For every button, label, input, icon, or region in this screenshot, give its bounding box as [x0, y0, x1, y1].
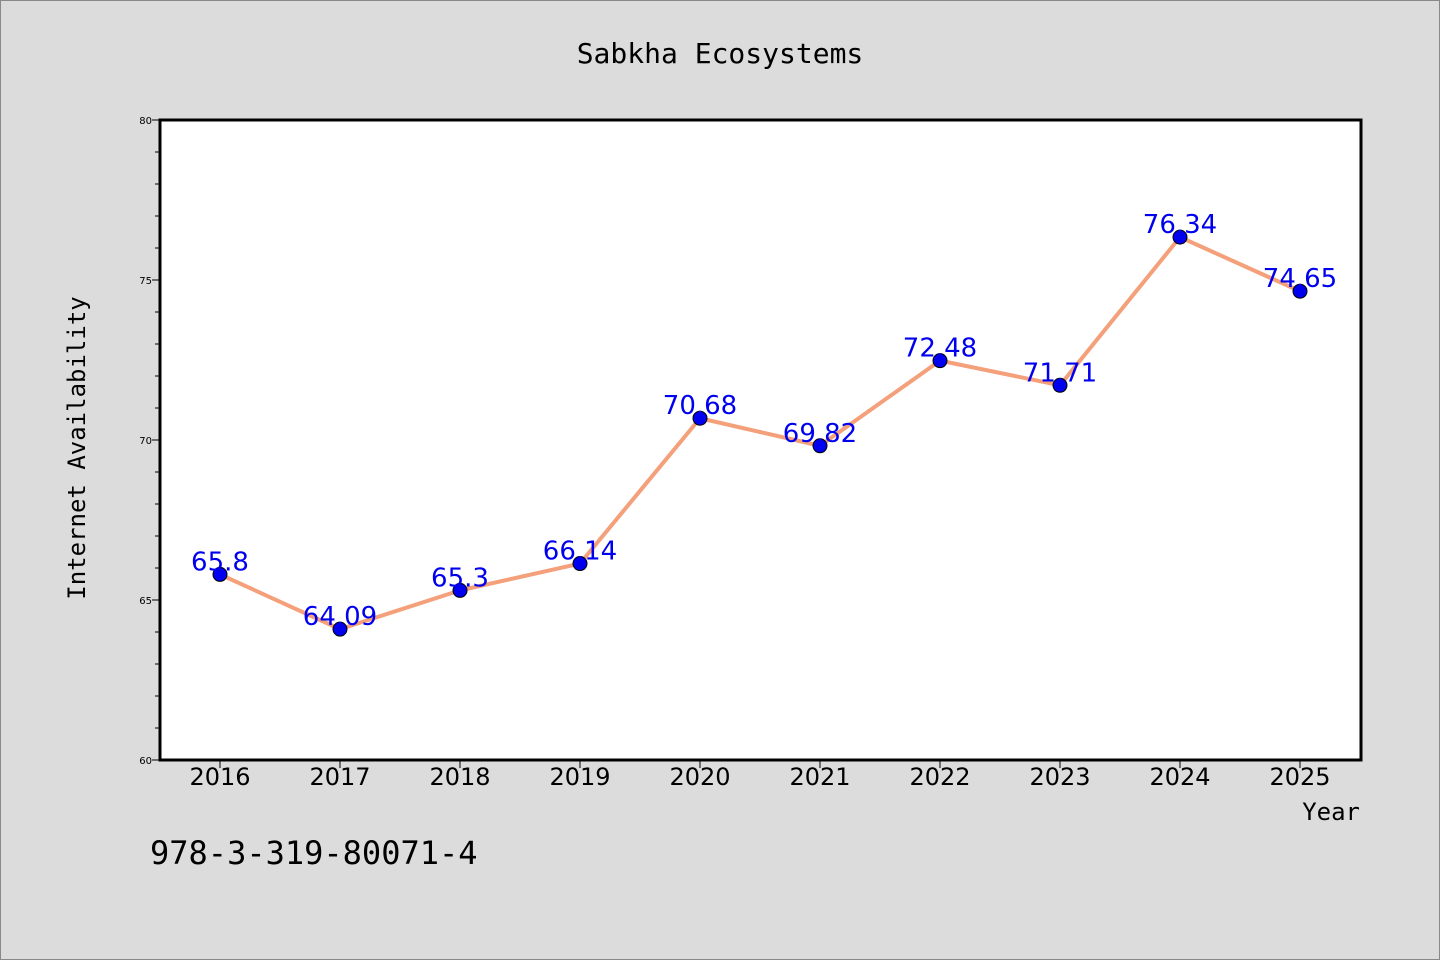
- data-point-marker: [452, 582, 468, 598]
- x-tick-label: 2025: [1269, 763, 1330, 791]
- data-point-marker: [812, 438, 828, 454]
- x-tick-label: 2020: [669, 763, 730, 791]
- series-line-group: 65.8 64.09 65.3 66.14 70.68 69.82 72.48 71.71 76…: [191, 210, 1337, 637]
- data-label: 74.65: [1263, 264, 1337, 294]
- data-label: 65.3: [431, 563, 489, 593]
- x-tick-label: 2016: [189, 763, 250, 791]
- data-point-marker: [932, 353, 948, 369]
- y-tick-label: 60: [139, 756, 152, 767]
- data-label: 64.09: [303, 602, 377, 632]
- x-tick-label: 2018: [429, 763, 490, 791]
- y-axis-label: Internet Availability: [63, 296, 91, 599]
- x-tick-label: 2023: [1029, 763, 1090, 791]
- x-tick-label: 2024: [1149, 763, 1210, 791]
- data-point-marker: [1292, 283, 1308, 299]
- data-label: 65.8: [191, 547, 249, 577]
- data-point-marker: [1172, 229, 1188, 245]
- plot-area: [158, 118, 1363, 762]
- data-point-marker: [212, 566, 228, 582]
- data-point-marker: [332, 621, 348, 637]
- y-tick-label: 80: [139, 116, 152, 127]
- data-label: 71.71: [1023, 358, 1097, 388]
- data-label: 66.14: [543, 537, 617, 567]
- chart-title: Sabkha Ecosystems: [577, 37, 864, 70]
- data-point-marker: [692, 410, 708, 426]
- x-axis: 2016 2017 2018 2019 2020 2021 2022 2023 2024 2025: [189, 760, 1331, 791]
- y-tick-label: 75: [139, 276, 152, 287]
- y-axis: 60 65 70 75 80: [139, 116, 160, 767]
- data-label: 70.68: [663, 391, 737, 421]
- data-point-marker: [1052, 377, 1068, 393]
- data-label: 76.34: [1143, 210, 1217, 240]
- series-line: [219, 235, 1301, 632]
- x-axis-label: Year: [1302, 798, 1360, 826]
- y-tick-label: 65: [139, 596, 152, 607]
- x-tick-label: 2019: [549, 763, 610, 791]
- data-label: 69.82: [783, 419, 857, 449]
- footer-isbn: 978-3-319-80071-4: [150, 834, 478, 872]
- x-tick-label: 2021: [789, 763, 850, 791]
- data-point-marker: [572, 556, 588, 572]
- x-tick-label: 2022: [909, 763, 970, 791]
- x-tick-label: 2017: [309, 763, 370, 791]
- data-label: 72.48: [903, 334, 977, 364]
- y-tick-label: 70: [139, 436, 152, 447]
